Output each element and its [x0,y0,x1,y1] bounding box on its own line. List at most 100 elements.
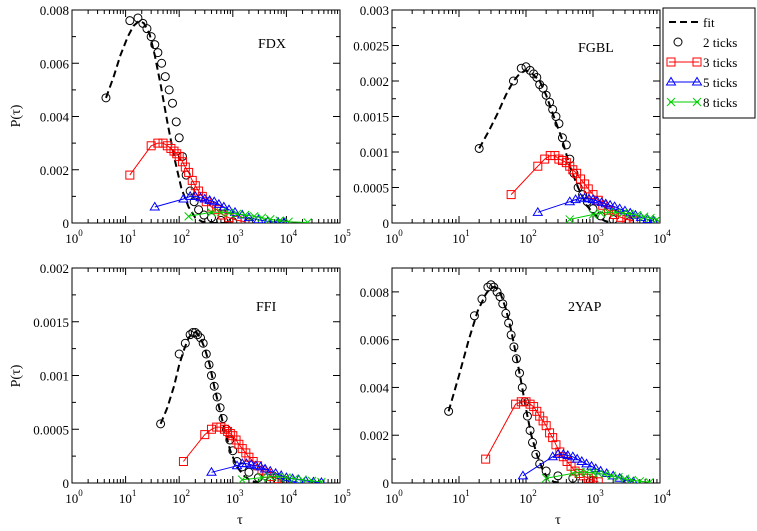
data-point [628,216,638,223]
data-point [201,349,211,359]
y-tick-label: 0.0005 [33,422,69,437]
panel-2yap: 100 101 102 103 104 0 0.002 0.004 0.006 0.008 2YAP… [360,267,671,528]
data-point [178,457,188,466]
y-tick-label: 0.0015 [33,315,69,330]
data-point [576,467,585,477]
data-point [645,477,654,483]
x-tick-label: 103 [226,228,244,246]
data-point [264,465,276,475]
x-axis-title: τ [237,513,243,528]
data-point [180,162,190,172]
y-tick-label: 0.0015 [353,110,389,125]
data-point [216,207,226,217]
legend-marker [692,97,702,107]
data-point [532,206,544,216]
series-2-ticks [156,328,291,483]
data-point [164,85,174,95]
data-point [627,475,637,483]
x-tick-label: 104 [280,228,298,246]
data-point [101,93,111,103]
data-point [196,333,206,343]
data-point [204,194,216,204]
y-tick-label: 0 [383,216,390,231]
data-point [317,477,326,483]
data-point [557,448,569,458]
data-point [477,294,487,304]
x-tick-label: 102 [519,488,537,506]
data-point [208,196,220,206]
y-tick-label: 0.004 [40,110,70,125]
y-tick-label: 0.0025 [353,39,389,54]
y-tick-label: 0.002 [360,74,389,89]
data-point [169,146,179,156]
data-point [588,476,598,483]
panel-label: FFI [256,300,277,315]
legend-label: 3 ticks [703,55,737,70]
legend-item-5-ticks: 5 ticks [665,75,737,90]
data-point [607,471,617,481]
data-point [632,210,642,220]
legend-marker [666,57,676,67]
data-point [213,198,225,208]
x-tick-label: 103 [226,488,244,506]
data-point [492,287,502,297]
series-line [188,211,308,223]
data-point [567,451,579,461]
data-point [576,456,588,465]
data-point [240,210,250,220]
panel-fdx: 100 101 102 103 104 105 0 0.002 0.004 0.006 0.008 F… [9,3,351,246]
data-point [275,216,285,223]
data-point [586,460,597,470]
y-tick-label: 0.003 [360,3,389,18]
data-point [529,402,539,412]
data-point [185,330,195,340]
data-point [593,477,603,483]
x-tick-label: 103 [586,228,604,246]
data-point [525,425,535,435]
legend-marker [691,76,703,86]
legend-box [662,7,756,119]
data-point [583,184,593,194]
y-tick-label: 0.001 [40,369,69,384]
x-tick-label: 101 [119,228,137,246]
y-tick-label: 0.008 [360,285,389,300]
data-point [571,453,583,463]
y-tick-label: 0.002 [40,163,69,178]
panel-label: 2YAP [568,300,602,315]
data-point [548,433,558,443]
data-point [614,203,626,213]
data-point [224,208,234,218]
data-point [298,475,307,483]
data-point [231,460,243,470]
data-point [600,470,610,479]
panel-label: FGBL [578,41,614,56]
x-tick-label: 100 [385,488,403,506]
data-point [489,282,499,292]
data-point [206,424,216,434]
data-point [517,382,527,392]
data-point [588,210,598,219]
data-point [652,215,660,223]
data-point [596,208,605,218]
data-point [133,13,143,23]
data-point [250,460,262,470]
x-ticks [71,268,341,483]
data-point [150,40,160,50]
y-tick-label: 0.008 [40,3,69,18]
data-point [228,446,238,456]
data-point [625,209,634,219]
data-point [245,459,257,469]
data-point [282,473,291,482]
data-point [204,360,214,370]
data-point [249,211,259,221]
series-fit [159,331,259,483]
plot-area [474,62,660,223]
plot-frame [71,9,341,224]
data-point [166,143,176,153]
x-tick-label: 101 [452,488,470,506]
data-point [591,195,603,205]
data-point [157,58,167,68]
data-point [171,117,181,127]
plot-area [444,280,654,483]
